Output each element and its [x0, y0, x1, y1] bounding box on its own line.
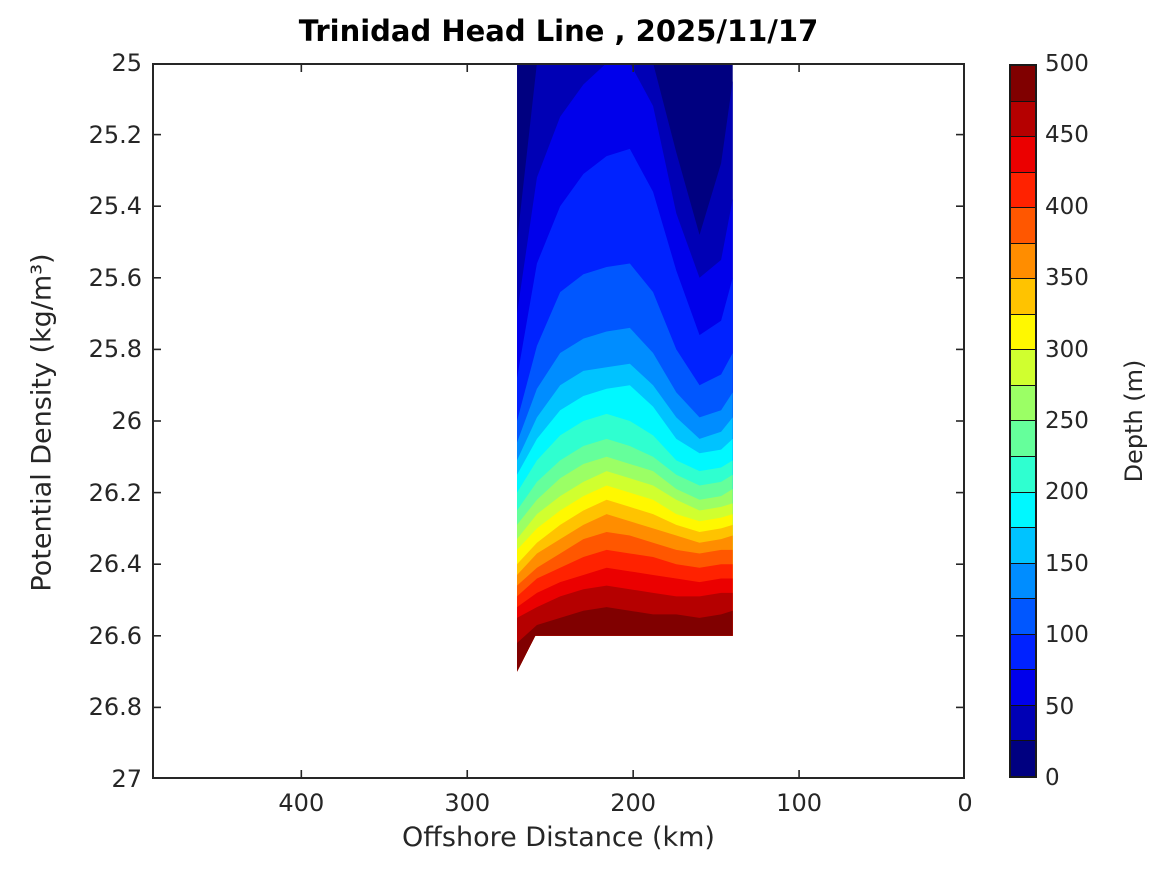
colorbar-segment-475m [1011, 101, 1035, 138]
colorbar-segment-275m [1011, 385, 1035, 422]
colorbar-segment-500m [1011, 66, 1035, 102]
y-tick-label: 25.8 [88, 335, 142, 364]
y-tick-label: 25.2 [88, 120, 142, 149]
y-tick-label: 26.2 [88, 478, 142, 507]
chart-title: Trinidad Head Line , 2025/11/17 [298, 14, 819, 48]
colorbar-segment-225m [1011, 457, 1035, 493]
colorbar-segment-325m [1011, 314, 1035, 351]
y-tick-label: 25 [111, 49, 142, 77]
colorbar-tick-label: 250 [1045, 408, 1089, 434]
y-tick-label: 26 [111, 407, 142, 435]
x-tick-label: 200 [610, 789, 657, 817]
colorbar [1009, 64, 1037, 778]
colorbar-label: Depth (m) [1120, 359, 1148, 483]
colorbar-tick-label: 450 [1045, 122, 1089, 149]
colorbar-segment-375m [1011, 243, 1035, 280]
colorbar-segment-450m [1011, 137, 1035, 173]
y-tick-label: 25.6 [88, 263, 142, 292]
colorbar-segment-250m [1011, 421, 1035, 458]
colorbar-tick-label: 150 [1045, 550, 1089, 577]
y-tick-label: 26.6 [88, 621, 142, 650]
colorbar-tick-label: 200 [1045, 479, 1089, 506]
x-tick-label: 400 [278, 789, 325, 817]
y-tick-label: 27 [111, 765, 142, 793]
axes-box [152, 63, 965, 779]
colorbar-tick-label: 300 [1045, 336, 1089, 363]
colorbar-tick-label: 500 [1045, 51, 1089, 77]
contour-band-475-500m [517, 607, 733, 672]
x-tick-label: 300 [444, 789, 491, 817]
colorbar-segment-175m [1011, 528, 1035, 564]
x-tick-label: 0 [957, 789, 973, 817]
colorbar-tick-label: 350 [1045, 265, 1089, 292]
colorbar-segment-425m [1011, 172, 1035, 209]
colorbar-segment-200m [1011, 492, 1035, 529]
colorbar-segment-350m [1011, 279, 1035, 315]
colorbar-tick-label: 400 [1045, 193, 1089, 220]
colorbar-segment-50m [1011, 705, 1035, 742]
y-tick-label: 26.8 [88, 693, 142, 722]
colorbar-segment-75m [1011, 670, 1035, 706]
colorbar-segment-300m [1011, 350, 1035, 386]
colorbar-tick-label: 100 [1045, 622, 1089, 649]
colorbar-segment-100m [1011, 634, 1035, 671]
x-tick-label: 100 [776, 789, 822, 817]
colorbar-segment-150m [1011, 563, 1035, 600]
y-tick-label: 25.4 [88, 192, 142, 221]
x-axis-label: Offshore Distance (km) [402, 822, 715, 853]
contour-plot [152, 63, 965, 779]
colorbar-segment-125m [1011, 599, 1035, 635]
colorbar-tick-label: 0 [1045, 765, 1060, 791]
colorbar-tick-label: 50 [1045, 693, 1075, 720]
colorbar-segment-25m [1011, 741, 1035, 776]
y-tick-label: 26.4 [88, 550, 142, 579]
colorbar-segment-400m [1011, 208, 1035, 244]
